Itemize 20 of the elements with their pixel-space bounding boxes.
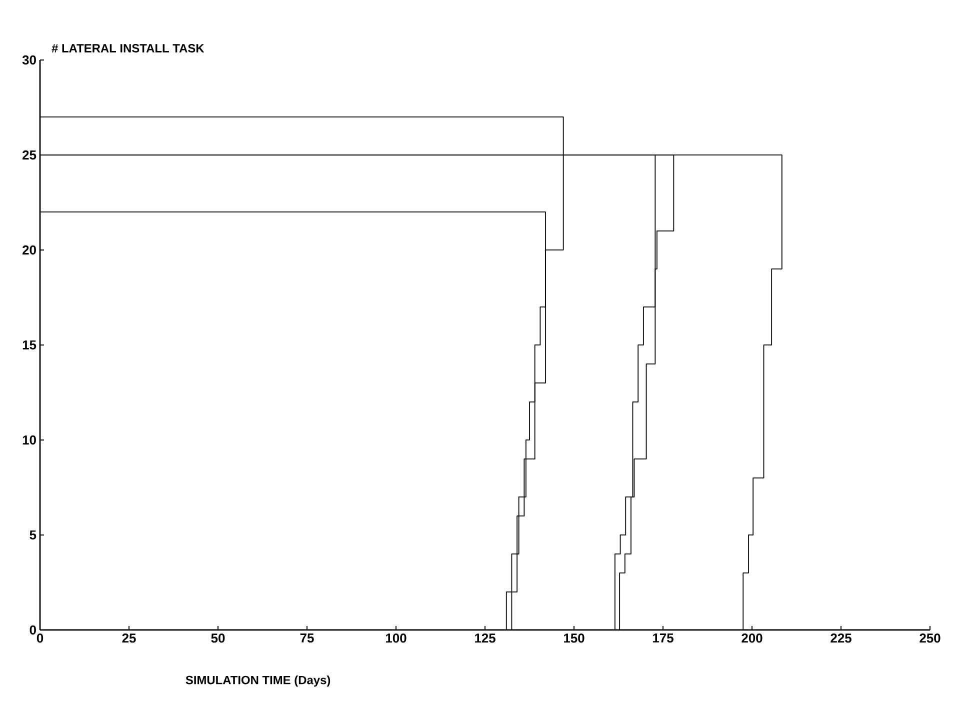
- y-tick-label: 25: [22, 150, 36, 160]
- x-axis-title: SIMULATION TIME (Days): [186, 676, 330, 687]
- x-tick-label: 75: [300, 634, 314, 643]
- y-tick-label: 15: [22, 340, 36, 350]
- y-tick-label: 0: [30, 625, 36, 635]
- x-tick-label: 200: [742, 634, 762, 643]
- x-tick-label: 150: [564, 634, 584, 643]
- y-tick-label: 30: [22, 55, 36, 65]
- x-tick-label: 0: [36, 634, 44, 643]
- x-tick-label: 100: [386, 634, 406, 643]
- y-tick-label: 10: [22, 435, 36, 445]
- x-tick-label: 250: [920, 634, 940, 643]
- x-tick-label: 50: [211, 634, 225, 643]
- x-tick-label: 125: [475, 634, 496, 643]
- x-tick-label: 175: [653, 634, 674, 643]
- x-tick-label: 25: [122, 634, 136, 643]
- y-tick-label: 5: [30, 530, 36, 540]
- x-tick-label: 225: [830, 634, 852, 643]
- y-tick-label: 20: [22, 245, 36, 255]
- y-axis-title: # LATERAL INSTALL TASK: [52, 44, 204, 52]
